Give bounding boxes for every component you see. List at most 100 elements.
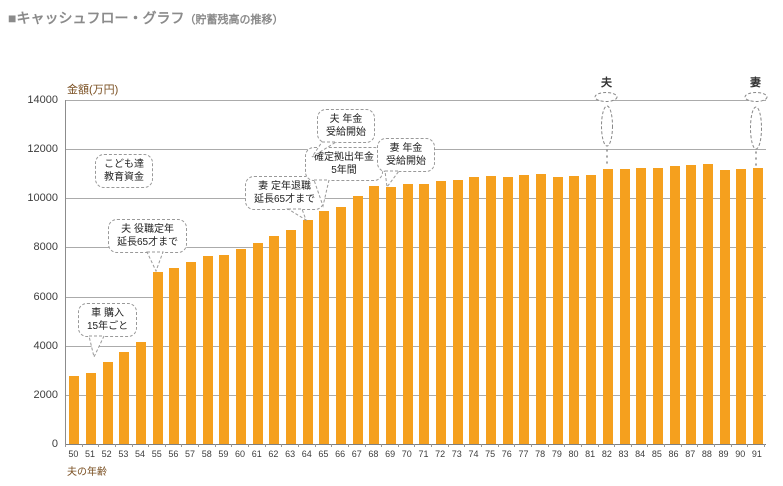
bar-slot-71 xyxy=(416,100,433,444)
callout-children-education-fund: こども達 教育資金 xyxy=(95,154,153,188)
bar-age-58 xyxy=(202,256,213,444)
x-tick-label-72: 72 xyxy=(435,449,446,459)
gridline-6000 xyxy=(66,296,766,298)
y-tick-label-2000: 2000 xyxy=(33,388,58,401)
x-tick xyxy=(748,444,765,447)
bar-slot-90 xyxy=(733,100,750,444)
x-tick-label-65: 65 xyxy=(318,449,329,459)
x-tick-label-85: 85 xyxy=(651,449,662,459)
bar-slot-83 xyxy=(616,100,633,444)
bar-age-77 xyxy=(519,175,530,444)
x-tick xyxy=(166,444,183,447)
bar-age-84 xyxy=(636,168,647,444)
callout-line: 夫 年金 xyxy=(329,114,363,125)
wife-lifespan-label: 妻 xyxy=(750,77,761,89)
bar-slot-62 xyxy=(266,100,283,444)
x-tick-label-91: 91 xyxy=(751,449,762,459)
x-tick xyxy=(599,444,616,447)
bar-age-50 xyxy=(69,376,80,444)
callout-defined-contribution-pension: 確定拠出年金 5年間 xyxy=(305,147,383,181)
y-axis-title: 金額(万円) xyxy=(67,84,119,96)
x-tick xyxy=(216,444,233,447)
x-tick xyxy=(332,444,349,447)
callout-line: 5年間 xyxy=(331,165,357,176)
x-tick xyxy=(65,444,83,447)
bar-age-74 xyxy=(469,177,480,444)
callout-line: こども達 xyxy=(104,159,144,170)
x-tick-label-61: 61 xyxy=(251,449,262,459)
callout-husband-executive-retirement: 夫 役職定年 延長65才まで xyxy=(108,219,188,253)
bar-slot-87 xyxy=(683,100,700,444)
bar-age-57 xyxy=(186,262,197,444)
bar-slot-75 xyxy=(483,100,500,444)
x-tick-label-66: 66 xyxy=(335,449,346,459)
x-tick xyxy=(499,444,516,447)
x-tick xyxy=(415,444,433,447)
x-tick-label-88: 88 xyxy=(701,449,712,459)
y-tick-label-10000: 10000 xyxy=(27,192,58,205)
plot-area xyxy=(65,100,767,445)
y-tick-label-0: 0 xyxy=(51,438,58,450)
bar-age-64 xyxy=(302,220,313,444)
bar-slot-80 xyxy=(566,100,583,444)
bar-slot-66 xyxy=(333,100,350,444)
x-tick xyxy=(116,444,133,447)
gridline-14000 xyxy=(66,100,766,101)
bar-age-75 xyxy=(486,176,497,444)
x-tick-label-57: 57 xyxy=(185,449,196,459)
bar-slot-58 xyxy=(199,100,216,444)
bar-slot-91 xyxy=(750,100,767,444)
callout-wife-pension-start: 妻 年金 受給開始 xyxy=(377,138,435,172)
x-tick-label-82: 82 xyxy=(601,449,612,459)
bar-slot-73 xyxy=(449,100,466,444)
callout-line: 受給開始 xyxy=(326,127,366,138)
bar-age-62 xyxy=(269,236,280,444)
bar-age-86 xyxy=(669,166,680,444)
bar-slot-74 xyxy=(466,100,483,444)
bar-age-65 xyxy=(319,211,330,444)
x-tick xyxy=(149,444,166,447)
bar-slot-77 xyxy=(516,100,533,444)
bar-slot-89 xyxy=(716,100,733,444)
x-tick-label-60: 60 xyxy=(235,449,246,459)
x-tick-label-76: 76 xyxy=(501,449,512,459)
bar-slot-61 xyxy=(249,100,266,444)
x-tick-label-59: 59 xyxy=(218,449,229,459)
x-axis-title: 夫の年齢 xyxy=(67,467,107,478)
callout-wife-retirement: 妻 定年退職 延長65才まで xyxy=(245,176,325,210)
x-tick-label-90: 90 xyxy=(735,449,746,459)
bar-slot-56 xyxy=(166,100,183,444)
x-tick-label-73: 73 xyxy=(451,449,462,459)
bar-slot-82 xyxy=(600,100,617,444)
x-tick-label-77: 77 xyxy=(518,449,529,459)
bar-slot-69 xyxy=(383,100,400,444)
bar-slot-70 xyxy=(399,100,416,444)
bar-age-52 xyxy=(102,362,113,444)
bar-slot-50 xyxy=(66,100,83,444)
bar-slot-53 xyxy=(116,100,133,444)
x-tick xyxy=(382,444,399,447)
title-main: キャッシュフロー・グラフ xyxy=(16,10,185,26)
gridline-8000 xyxy=(66,247,766,249)
bar-age-70 xyxy=(402,184,413,444)
x-tick xyxy=(682,444,699,447)
x-tick xyxy=(182,444,200,447)
x-tick-label-51: 51 xyxy=(85,449,96,459)
bar-slot-81 xyxy=(583,100,600,444)
x-tick-label-89: 89 xyxy=(718,449,729,459)
x-tick-label-55: 55 xyxy=(151,449,162,459)
x-tick-label-56: 56 xyxy=(168,449,179,459)
callout-line: 夫 役職定年 xyxy=(121,224,174,235)
bar-age-81 xyxy=(586,175,597,444)
bar-age-71 xyxy=(419,184,430,444)
x-tick xyxy=(465,444,483,447)
bar-age-60 xyxy=(236,249,247,444)
bar-age-63 xyxy=(286,230,297,444)
bar-age-80 xyxy=(569,176,580,444)
bar-slot-67 xyxy=(349,100,366,444)
x-tick xyxy=(282,444,299,447)
bar-slot-86 xyxy=(666,100,683,444)
x-tick xyxy=(515,444,532,447)
y-tick-label-4000: 4000 xyxy=(33,339,58,352)
bar-age-56 xyxy=(169,268,180,444)
